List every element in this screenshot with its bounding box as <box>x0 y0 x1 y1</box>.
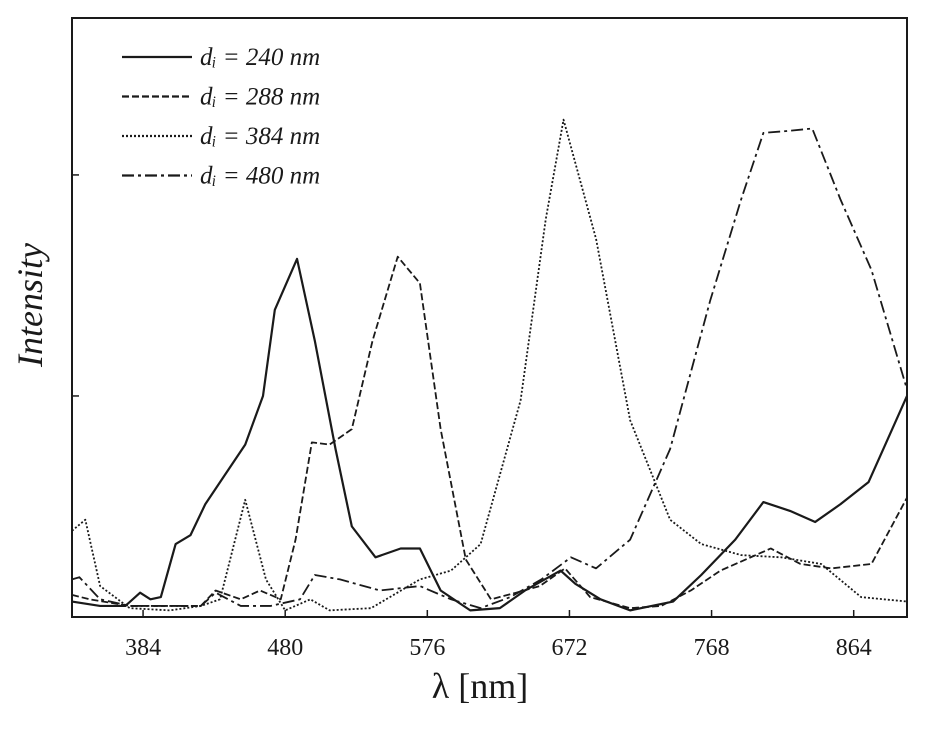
x-tick-label: 672 <box>551 635 587 661</box>
x-axis-label: λ [nm] <box>432 666 528 706</box>
y-axis-label: Intensity <box>10 243 50 368</box>
series-line <box>71 127 908 610</box>
x-tick-label: 576 <box>409 635 445 661</box>
x-tick-label: 864 <box>836 635 872 661</box>
legend-label: dᵢ = 384 nm <box>200 123 320 150</box>
legend-label: dᵢ = 480 nm <box>200 163 320 190</box>
x-tick-label: 480 <box>267 635 303 661</box>
series-line <box>71 255 908 610</box>
legend-label: dᵢ = 240 nm <box>200 44 320 71</box>
series-line <box>71 257 909 612</box>
legend-label: dᵢ = 288 nm <box>200 84 320 111</box>
x-tick-label: 384 <box>125 635 161 661</box>
x-tick-label: 768 <box>694 635 730 661</box>
series-line <box>71 118 908 612</box>
plot-frame <box>71 17 908 618</box>
